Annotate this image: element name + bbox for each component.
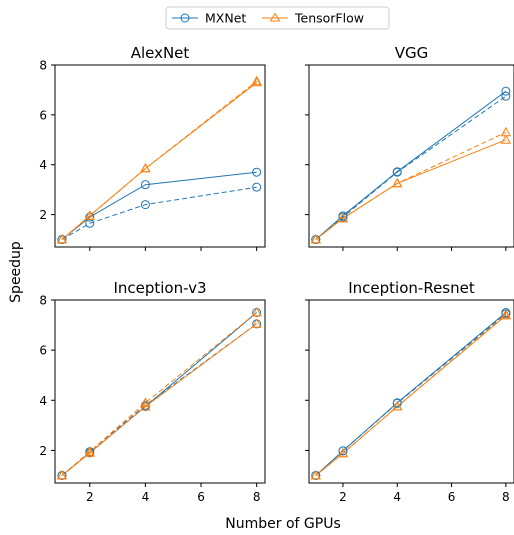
alexnet-ytick-label-6: 6 [39,108,47,122]
alexnet-series-tensorflow-dashed-point-4 [140,162,151,173]
inception-v3-xtick-label-2: 2 [86,490,94,504]
inception-v3-series-tensorflow-solid-line [61,323,257,476]
vgg-series-tensorflow-dashed-point-2 [337,212,349,223]
inception-resnet-series-mxnet-dashed-point-2 [338,446,348,456]
legend-label-tensorflow: TensorFlow [294,11,364,26]
inception-resnet-xtick-label-2: 2 [339,490,347,504]
panel-inception-resnet: Inception-Resnet 2 4 6 8 [305,279,514,504]
inception-resnet-series-tensorflow-dashed-line [315,314,507,476]
inception-resnet-series-mxnet-dashed-point-4 [392,398,402,408]
inception-resnet-title: Inception-Resnet [348,279,475,297]
legend: MXNet TensorFlow [165,6,390,30]
inception-resnet-xtick-label-6: 6 [448,490,456,504]
inception-resnet-xtick-label-8: 8 [502,490,510,504]
shared-x-axis-label: Number of GPUs [225,516,340,532]
inception-v3-ytick-label-6: 6 [39,344,47,358]
alexnet-series-mxnet-solid-point-2 [85,212,95,222]
legend-label-mxnet: MXNet [205,11,246,26]
vgg-series-mxnet-solid-line [315,90,507,240]
alexnet-series-tensorflow-dashed-point-8 [251,75,262,86]
alexnet-axes-frame [54,64,266,248]
vgg-series-mxnet-solid-point-8 [501,86,511,96]
legend-marker-mxnet [180,13,190,23]
vgg-series-tensorflow-dashed-point-4 [392,177,403,188]
alexnet-series-tensorflow-solid-point-8 [251,76,262,87]
inception-v3-series-tensorflow-dashed-point-1 [56,469,68,480]
vgg-series-tensorflow-dashed-point-1 [310,233,321,244]
alexnet-title: AlexNet [131,44,190,62]
alexnet-series-mxnet-solid-point-4 [140,180,150,190]
vgg-series-mxnet-dashed-point-8 [501,91,511,101]
vgg-series-tensorflow-dashed-point-8 [500,126,511,137]
alexnet-series-tensorflow-dashed-line [61,80,258,240]
inception-resnet-xtick-label-4: 4 [393,490,401,504]
inception-v3-series-mxnet-dashed-line [61,323,257,476]
alexnet-series-mxnet-dashed-point-4 [140,200,150,210]
inception-resnet-axes-frame [308,299,514,484]
vgg-series-tensorflow-solid-point-8 [500,134,511,144]
alexnet-ytick-label-2: 2 [39,208,47,222]
vgg-title: VGG [395,44,429,62]
legend-entry-mxnet: MXNet [172,11,246,26]
alexnet-series-mxnet-dashed-line [61,186,257,240]
inception-v3-ytick-label-4: 4 [39,394,47,408]
inception-v3-series-tensorflow-dashed-point-2 [84,446,95,456]
alexnet-ytick-label-8: 8 [39,59,47,73]
inception-v3-series-tensorflow-dashed-point-4 [140,397,151,407]
inception-v3-series-tensorflow-dashed-line [61,312,258,476]
inception-v3-series-tensorflow-dashed-point-8 [251,306,262,317]
vgg-axes-frame [308,64,514,248]
inception-v3-series-tensorflow-solid-point-2 [84,447,95,457]
alexnet-ytick-label-4: 4 [39,158,47,172]
inception-v3-ytick-label-8: 8 [39,294,47,308]
alexnet-series-mxnet-solid-line [61,171,257,240]
vgg-series-tensorflow-dashed-line [315,131,507,240]
alexnet-series-mxnet-dashed-point-8 [252,182,262,192]
inception-resnet-series-mxnet-dashed-line [315,313,507,476]
legend-marker-tensorflow [269,12,281,22]
inception-resnet-series-tensorflow-dashed-point-1 [310,469,321,480]
shared-y-axis-label: Speedup [8,241,24,303]
inception-v3-axes-frame [54,299,266,484]
inception-v3-xtick-label-6: 6 [197,490,205,504]
inception-v3-xtick-label-8: 8 [253,490,261,504]
inception-v3-title: Inception-v3 [113,279,206,297]
alexnet-series-mxnet-solid-point-8 [252,167,262,177]
vgg-series-mxnet-dashed-line [315,95,507,240]
inception-v3-series-tensorflow-solid-point-8 [251,318,262,328]
inception-v3-ytick-label-2: 2 [39,444,47,458]
inception-resnet-series-tensorflow-dashed-point-8 [500,308,511,319]
inception-v3-xtick-label-4: 4 [142,490,150,504]
inception-resnet-series-tensorflow-dashed-point-4 [392,400,403,411]
vgg-series-mxnet-dashed-point-4 [392,167,402,177]
alexnet-series-tensorflow-dashed-point-2 [84,210,95,220]
legend-entry-tensorflow: TensorFlow [262,11,364,26]
vgg-series-tensorflow-solid-line [315,139,507,240]
panel-vgg: VGG [305,44,514,251]
panel-inception-v3: Inception-v3 2 4 6 8 2 4 6 8 [39,279,266,504]
inception-resnet-series-tensorflow-dashed-point-2 [337,447,349,458]
alexnet-series-tensorflow-dashed-point-1 [56,233,68,244]
panel-alexnet: AlexNet 2 4 6 8 [39,44,266,251]
